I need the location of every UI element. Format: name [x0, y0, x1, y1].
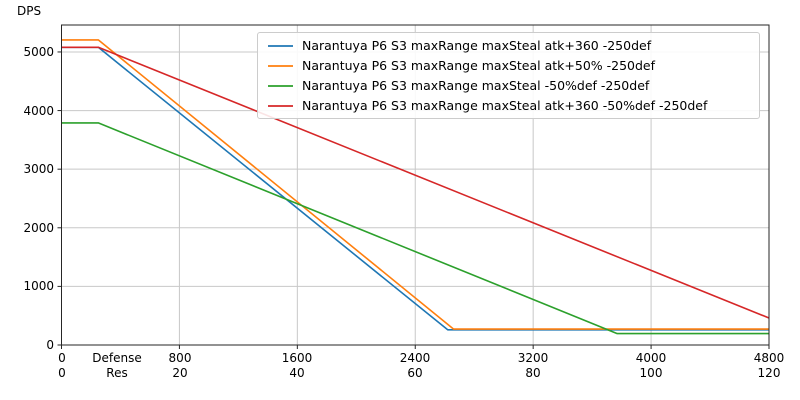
- legend-item: Narantuya P6 S3 maxRange maxSteal -50%de…: [268, 78, 759, 93]
- x-tick-defense: 2400: [399, 351, 431, 365]
- y-tick-label: 0: [46, 338, 54, 352]
- series-line-1: [61, 39, 769, 330]
- legend-label: Narantuya P6 S3 maxRange maxSteal atk+36…: [302, 38, 652, 53]
- y-tick-label: 5000: [23, 45, 54, 59]
- x-tick-defense: 1600: [281, 351, 313, 365]
- x-tick-defense: 4800: [753, 351, 785, 365]
- plot-border: [61, 24, 770, 346]
- y-tick-label: 2000: [23, 221, 54, 235]
- x-tick-res: 40: [289, 366, 305, 380]
- legend-item: Narantuya P6 S3 maxRange maxSteal atk+36…: [268, 98, 759, 113]
- legend-label: Narantuya P6 S3 maxRange maxSteal atk+36…: [302, 98, 708, 113]
- x-tick-res: 80: [525, 366, 541, 380]
- legend-item: Narantuya P6 S3 maxRange maxSteal atk+50…: [268, 58, 759, 73]
- legend-line-sample: [268, 104, 293, 107]
- series-line-3: [61, 46, 770, 319]
- x-tick-defense: 3200: [517, 351, 549, 365]
- legend-label: Narantuya P6 S3 maxRange maxSteal -50%de…: [302, 78, 650, 93]
- x-tick-res: 100: [639, 366, 663, 380]
- y-tick-label: 1000: [23, 279, 54, 293]
- legend-item: Narantuya P6 S3 maxRange maxSteal atk+36…: [268, 38, 759, 53]
- x-tick-defense: 800: [168, 351, 192, 365]
- x-tick-defense: 0: [58, 351, 66, 365]
- x-tick-defense: 4000: [635, 351, 667, 365]
- x-tick-res: 120: [757, 366, 781, 380]
- x-tick-res: 20: [172, 366, 188, 380]
- series-line-2: [61, 122, 769, 335]
- x-tick-res: 60: [407, 366, 423, 380]
- x-tick-res: 0: [58, 366, 66, 380]
- legend: Narantuya P6 S3 maxRange maxSteal atk+36…: [257, 32, 760, 119]
- legend-label: Narantuya P6 S3 maxRange maxSteal atk+50…: [302, 58, 656, 73]
- legend-line-sample: [268, 44, 293, 47]
- legend-line-sample: [268, 84, 293, 87]
- y-tick-label: 4000: [23, 104, 54, 118]
- x-axis-label-res: Res: [106, 366, 128, 380]
- legend-line-sample: [268, 64, 293, 67]
- y-tick-label: 3000: [23, 162, 54, 176]
- x-axis-label-defense: Defense: [92, 351, 142, 365]
- y-axis-label: DPS: [17, 4, 42, 18]
